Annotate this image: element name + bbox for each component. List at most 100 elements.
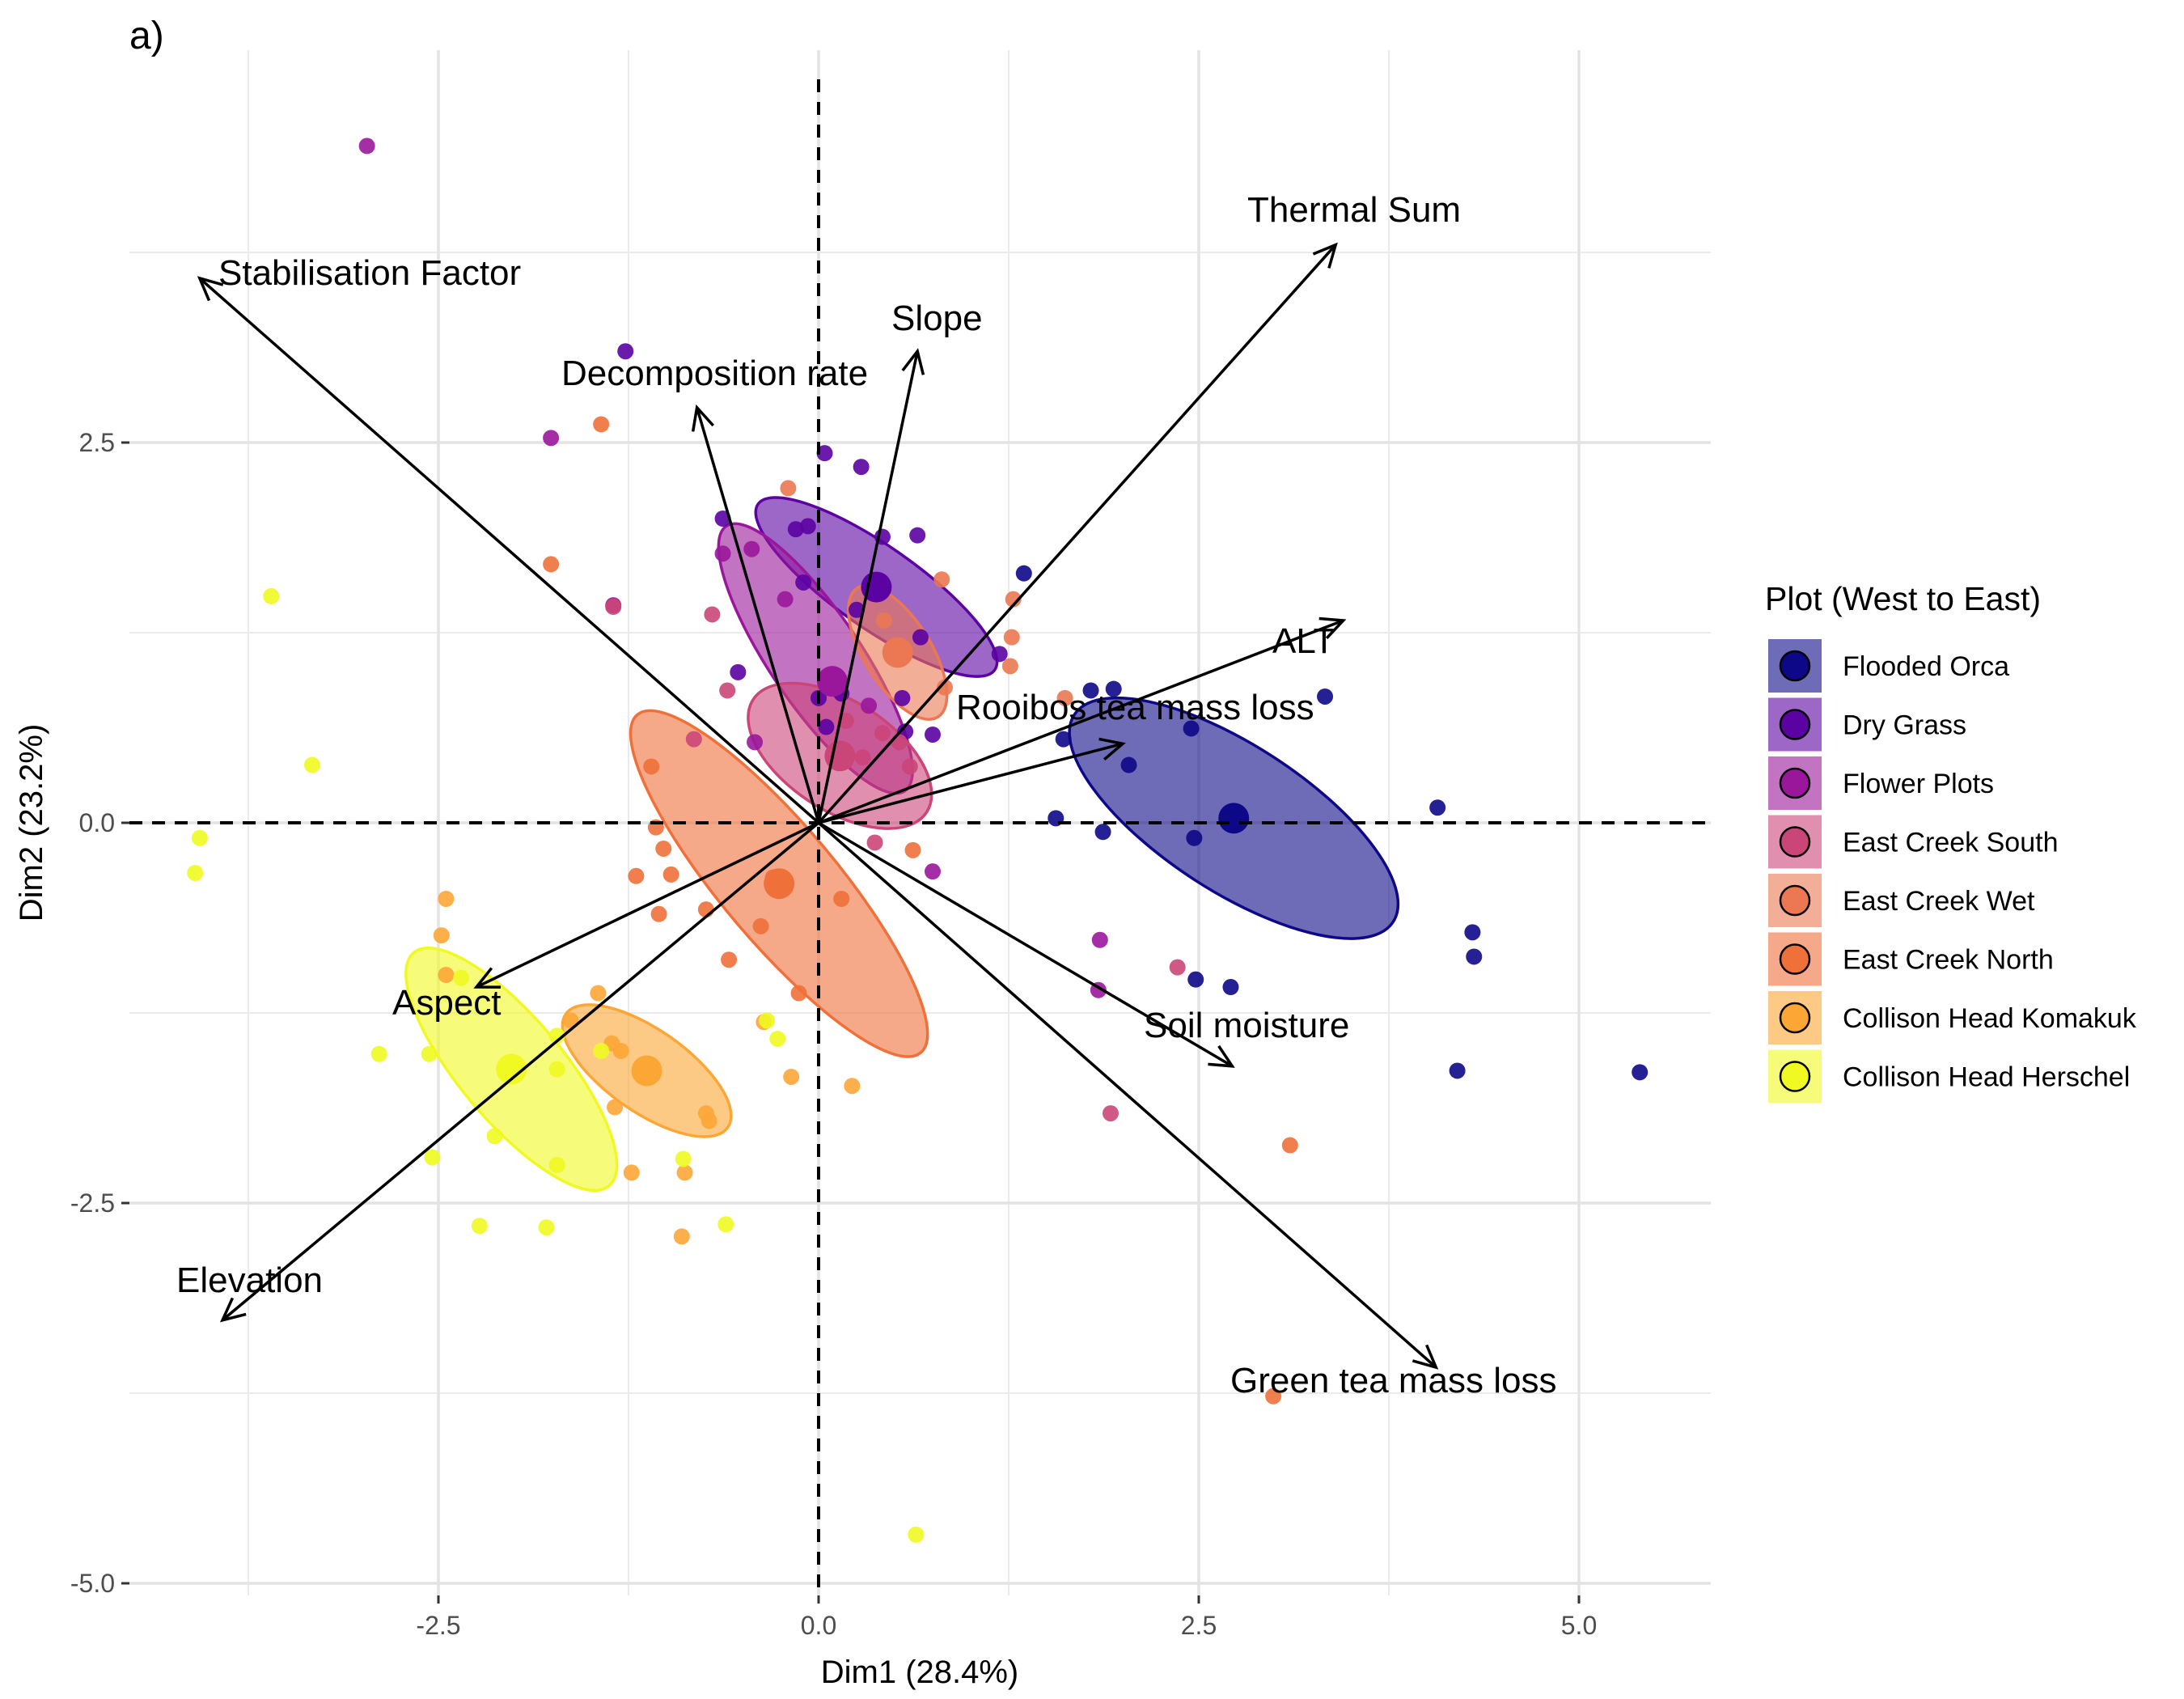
point-east-creek-north — [721, 951, 738, 968]
legend-label: Collison Head Komakuk — [1843, 1003, 2137, 1034]
point-dry-grass — [787, 521, 804, 538]
point-collison-head-herschel — [717, 1216, 734, 1233]
arrow-head — [473, 967, 502, 989]
point-east-creek-wet — [933, 571, 950, 588]
x-tick-label: 2.5 — [1181, 1611, 1217, 1640]
point-dry-grass — [730, 663, 747, 680]
series-east-creek-wet — [780, 480, 1073, 706]
point-dry-grass — [991, 646, 1008, 663]
point-collison-head-herschel — [187, 865, 204, 882]
point-east-creek-wet — [875, 612, 892, 629]
y-axis-title: Dim2 (23.2%) — [14, 724, 49, 922]
point-east-creek-north — [1281, 1137, 1298, 1154]
arrow-label: Thermal Sum — [1247, 190, 1461, 230]
legend-key-marker — [1779, 709, 1811, 740]
point-east-creek-north — [790, 985, 807, 1002]
arrow-head — [219, 1297, 247, 1323]
legend-key-marker — [1779, 1002, 1811, 1034]
arrow-slope: Slope — [817, 299, 983, 824]
point-east-creek-north — [543, 556, 560, 573]
point-flooded-orca — [1464, 924, 1481, 941]
point-east-creek-north — [650, 905, 667, 922]
point-flooded-orca — [1105, 680, 1122, 697]
point-east-creek-wet — [937, 679, 954, 696]
y-tick-label: 0.0 — [79, 808, 115, 837]
y-tick-label: -2.5 — [70, 1188, 115, 1218]
point-flooded-orca — [1449, 1062, 1466, 1079]
arrow-label: Slope — [891, 299, 983, 338]
point-collison-head-komakuk — [607, 1099, 624, 1116]
point-flower-plots — [925, 863, 941, 880]
point-collison-head-herschel — [421, 1045, 438, 1062]
point-east-creek-north — [593, 416, 610, 433]
centroid-flower-plots — [816, 666, 848, 697]
arrow-thermal-sum: Thermal Sum — [817, 190, 1461, 824]
point-collison-head-komakuk — [700, 1112, 717, 1129]
arrow-aspect: Aspect — [392, 821, 819, 1023]
legend-key-marker — [1779, 884, 1811, 917]
centroid-collison-head-komakuk — [631, 1055, 662, 1087]
point-collison-head-komakuk — [438, 967, 455, 983]
point-east-creek-south — [866, 834, 883, 851]
point-collison-head-komakuk — [612, 1043, 629, 1059]
arrow-alt: ALT — [818, 616, 1347, 824]
point-flooded-orca — [1632, 1064, 1649, 1081]
legend-label: East Creek South — [1843, 828, 2058, 858]
point-dry-grass — [795, 574, 812, 591]
legend-key-marker — [1779, 767, 1811, 799]
point-flower-plots — [747, 734, 764, 751]
arrow-head — [1098, 737, 1126, 761]
point-collison-head-herschel — [548, 1027, 565, 1044]
point-collison-head-herschel — [191, 829, 208, 846]
point-flooded-orca — [1183, 720, 1200, 737]
legend-item-flooded-orca: Flooded Orca — [1768, 639, 2009, 693]
arrow-shaft — [817, 244, 1337, 824]
point-east-creek-south — [719, 682, 736, 699]
centroid-east-creek-north — [764, 868, 795, 900]
arrow-soil-moisture: Soil moisture — [818, 821, 1349, 1068]
point-flower-plots — [861, 697, 878, 714]
point-dry-grass — [894, 689, 911, 706]
point-east-creek-wet — [780, 480, 797, 497]
legend-key-marker — [1779, 826, 1811, 858]
point-collison-head-herschel — [769, 1030, 786, 1047]
point-dry-grass — [853, 459, 870, 476]
legend-label: Collison Head Herschel — [1843, 1062, 2130, 1093]
legend-key-marker — [1779, 650, 1811, 682]
legend-label: East Creek Wet — [1843, 886, 2035, 917]
point-collison-head-komakuk — [783, 1068, 800, 1085]
point-east-creek-south — [891, 734, 908, 751]
arrow-head — [1312, 242, 1338, 269]
point-collison-head-komakuk — [438, 891, 455, 907]
centroid-flooded-orca — [1218, 803, 1250, 834]
point-east-creek-wet — [1056, 689, 1073, 706]
arrow-rooibos-tea-mass-loss: Rooibos tea mass loss — [818, 688, 1314, 824]
point-flooded-orca — [1187, 971, 1204, 988]
point-east-creek-south — [605, 599, 622, 616]
point-flooded-orca — [1120, 756, 1137, 773]
point-flooded-orca — [1082, 682, 1099, 699]
arrow-label: Green tea mass loss — [1230, 1361, 1557, 1400]
point-east-creek-south — [1102, 1105, 1119, 1122]
point-flooded-orca — [1094, 824, 1111, 841]
point-flower-plots — [743, 540, 760, 557]
legend-item-collison-head-herschel: Collison Head Herschel — [1768, 1049, 2130, 1104]
point-collison-head-komakuk — [673, 1228, 690, 1245]
legend-label: East Creek North — [1843, 945, 2054, 976]
point-dry-grass — [912, 629, 929, 646]
x-tick-label: 5.0 — [1561, 1611, 1597, 1640]
point-collison-head-komakuk — [844, 1078, 861, 1095]
arrow-label: Aspect — [392, 983, 502, 1023]
arrow-label: ALT — [1272, 621, 1335, 661]
arrow-head — [1412, 1344, 1439, 1370]
point-collison-head-komakuk — [623, 1164, 640, 1181]
point-flower-plots — [714, 545, 731, 562]
x-axis-title: Dim1 (28.4%) — [821, 1655, 1019, 1690]
point-dry-grass — [925, 726, 941, 743]
point-collison-head-herschel — [593, 1043, 610, 1059]
arrow-shaft — [818, 619, 1344, 824]
point-east-creek-wet — [1005, 591, 1022, 608]
legend-key-marker — [1779, 943, 1811, 975]
point-east-creek-north — [833, 891, 850, 907]
